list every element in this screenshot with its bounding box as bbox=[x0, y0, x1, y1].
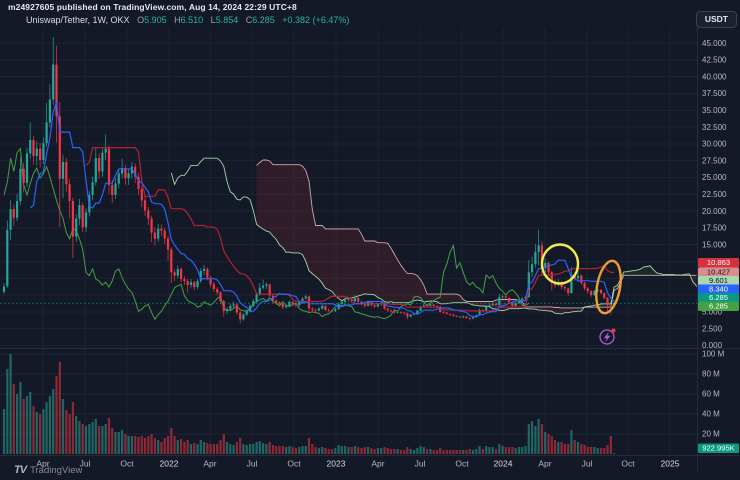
svg-text:10.427: 10.427 bbox=[707, 268, 730, 277]
price-label-leading-span-b: 10.427 bbox=[698, 267, 739, 277]
svg-text:2024: 2024 bbox=[494, 459, 513, 469]
yellow-highlight-circle[interactable] bbox=[540, 243, 580, 285]
svg-text:Oct: Oct bbox=[621, 459, 635, 469]
svg-text:0.000: 0.000 bbox=[702, 341, 723, 350]
currency-toggle-button[interactable]: USDT bbox=[695, 11, 737, 28]
open-value: 5.905 bbox=[144, 15, 167, 25]
top-attribution-bar: m24927605 published on TradingView.com, … bbox=[0, 0, 740, 13]
ichimoku-cloud bbox=[256, 160, 697, 314]
price-scale[interactable]: 45.000 42.500 40.000 37.500 35.000 32.500 30.0… bbox=[698, 39, 739, 453]
svg-text:2023: 2023 bbox=[327, 459, 346, 469]
price-label-conversion-line: 8.340 bbox=[698, 284, 739, 294]
svg-text:2025: 2025 bbox=[661, 459, 680, 469]
svg-text:15.000: 15.000 bbox=[702, 240, 727, 249]
svg-text:Apr: Apr bbox=[36, 459, 49, 469]
svg-text:Jul: Jul bbox=[247, 459, 258, 469]
svg-text:37.500: 37.500 bbox=[702, 89, 727, 98]
svg-text:35.000: 35.000 bbox=[702, 106, 727, 115]
svg-text:9.601: 9.601 bbox=[709, 276, 728, 285]
conversion-line bbox=[29, 102, 615, 318]
volume-value-label: 922.995K bbox=[698, 443, 739, 453]
low-value: 5.854 bbox=[215, 15, 239, 25]
svg-text:40.000: 40.000 bbox=[702, 72, 727, 81]
tradingview-logo[interactable]: TV TradingView bbox=[14, 464, 82, 476]
high-value: 6.510 bbox=[180, 15, 204, 25]
svg-text:Oct: Oct bbox=[455, 459, 469, 469]
tradingview-logo-icon: TV bbox=[14, 464, 27, 476]
price-label-lagging-span: 6.285 bbox=[698, 301, 739, 311]
orange-highlight-ellipse[interactable] bbox=[593, 259, 625, 315]
leading-span-b-line bbox=[256, 159, 697, 309]
leading-span-a-line bbox=[170, 157, 697, 315]
svg-text:25.000: 25.000 bbox=[702, 173, 727, 182]
svg-text:27.500: 27.500 bbox=[702, 156, 727, 165]
attribution-text: m24927605 published on TradingView.com, … bbox=[8, 2, 297, 12]
svg-text:20.000: 20.000 bbox=[702, 207, 727, 216]
svg-text:Jul: Jul bbox=[582, 459, 593, 469]
svg-text:Oct: Oct bbox=[120, 459, 134, 469]
svg-text:32.500: 32.500 bbox=[702, 123, 727, 132]
change-value: +0.382 (+6.47%) bbox=[282, 15, 350, 25]
svg-text:22.500: 22.500 bbox=[702, 190, 727, 199]
svg-text:5.000: 5.000 bbox=[702, 308, 723, 317]
lightning-badge[interactable] bbox=[599, 328, 616, 345]
svg-text:Apr: Apr bbox=[538, 459, 551, 469]
grid-layer bbox=[0, 28, 697, 455]
svg-text:8.340: 8.340 bbox=[709, 285, 728, 294]
svg-text:922.995K: 922.995K bbox=[702, 444, 735, 453]
svg-text:10.863: 10.863 bbox=[707, 258, 730, 267]
close-value: 6.285 bbox=[252, 15, 275, 25]
svg-text:2022: 2022 bbox=[160, 459, 179, 469]
price-label-leading-span-a: 9.601 bbox=[698, 276, 739, 286]
svg-text:40 M: 40 M bbox=[702, 410, 720, 419]
base-line bbox=[85, 147, 615, 312]
svg-text:80 M: 80 M bbox=[702, 370, 720, 379]
svg-text:Apr: Apr bbox=[203, 459, 216, 469]
high-label: H bbox=[174, 15, 181, 25]
symbol-legend[interactable]: Uniswap/Tether, 1W, OKX O5.905 H6.510 L5… bbox=[26, 15, 349, 25]
svg-text:45.000: 45.000 bbox=[702, 39, 727, 48]
pane-separators[interactable] bbox=[0, 28, 740, 471]
tradingview-logo-text: TradingView bbox=[30, 464, 83, 476]
svg-text:20 M: 20 M bbox=[702, 430, 720, 439]
svg-text:Apr: Apr bbox=[371, 459, 384, 469]
notification-dot bbox=[611, 328, 616, 333]
time-scale[interactable]: Apr Jul Oct 2022 Apr Jul Oct 2023 Apr Jul Oct 2024 A… bbox=[36, 459, 679, 469]
price-label-base-line: 10.863 bbox=[698, 258, 739, 268]
svg-text:Jul: Jul bbox=[80, 459, 91, 469]
svg-text:Oct: Oct bbox=[287, 459, 301, 469]
volume-layer bbox=[2, 354, 616, 454]
svg-text:6.285: 6.285 bbox=[709, 293, 728, 302]
svg-text:30.000: 30.000 bbox=[702, 140, 727, 149]
close-label: C bbox=[245, 15, 253, 25]
symbol-title: Uniswap/Tether, 1W, OKX bbox=[26, 15, 130, 25]
low-label: L bbox=[210, 15, 216, 25]
svg-text:6.285: 6.285 bbox=[709, 302, 728, 311]
svg-text:42.500: 42.500 bbox=[702, 56, 727, 65]
svg-text:Jul: Jul bbox=[415, 459, 426, 469]
svg-text:100 M: 100 M bbox=[702, 350, 725, 359]
price-label-current-price: 6.285 bbox=[698, 293, 739, 303]
svg-text:60 M: 60 M bbox=[702, 390, 720, 399]
open-label: O bbox=[137, 15, 145, 25]
svg-text:17.500: 17.500 bbox=[702, 224, 727, 233]
svg-text:2.500: 2.500 bbox=[702, 324, 723, 333]
